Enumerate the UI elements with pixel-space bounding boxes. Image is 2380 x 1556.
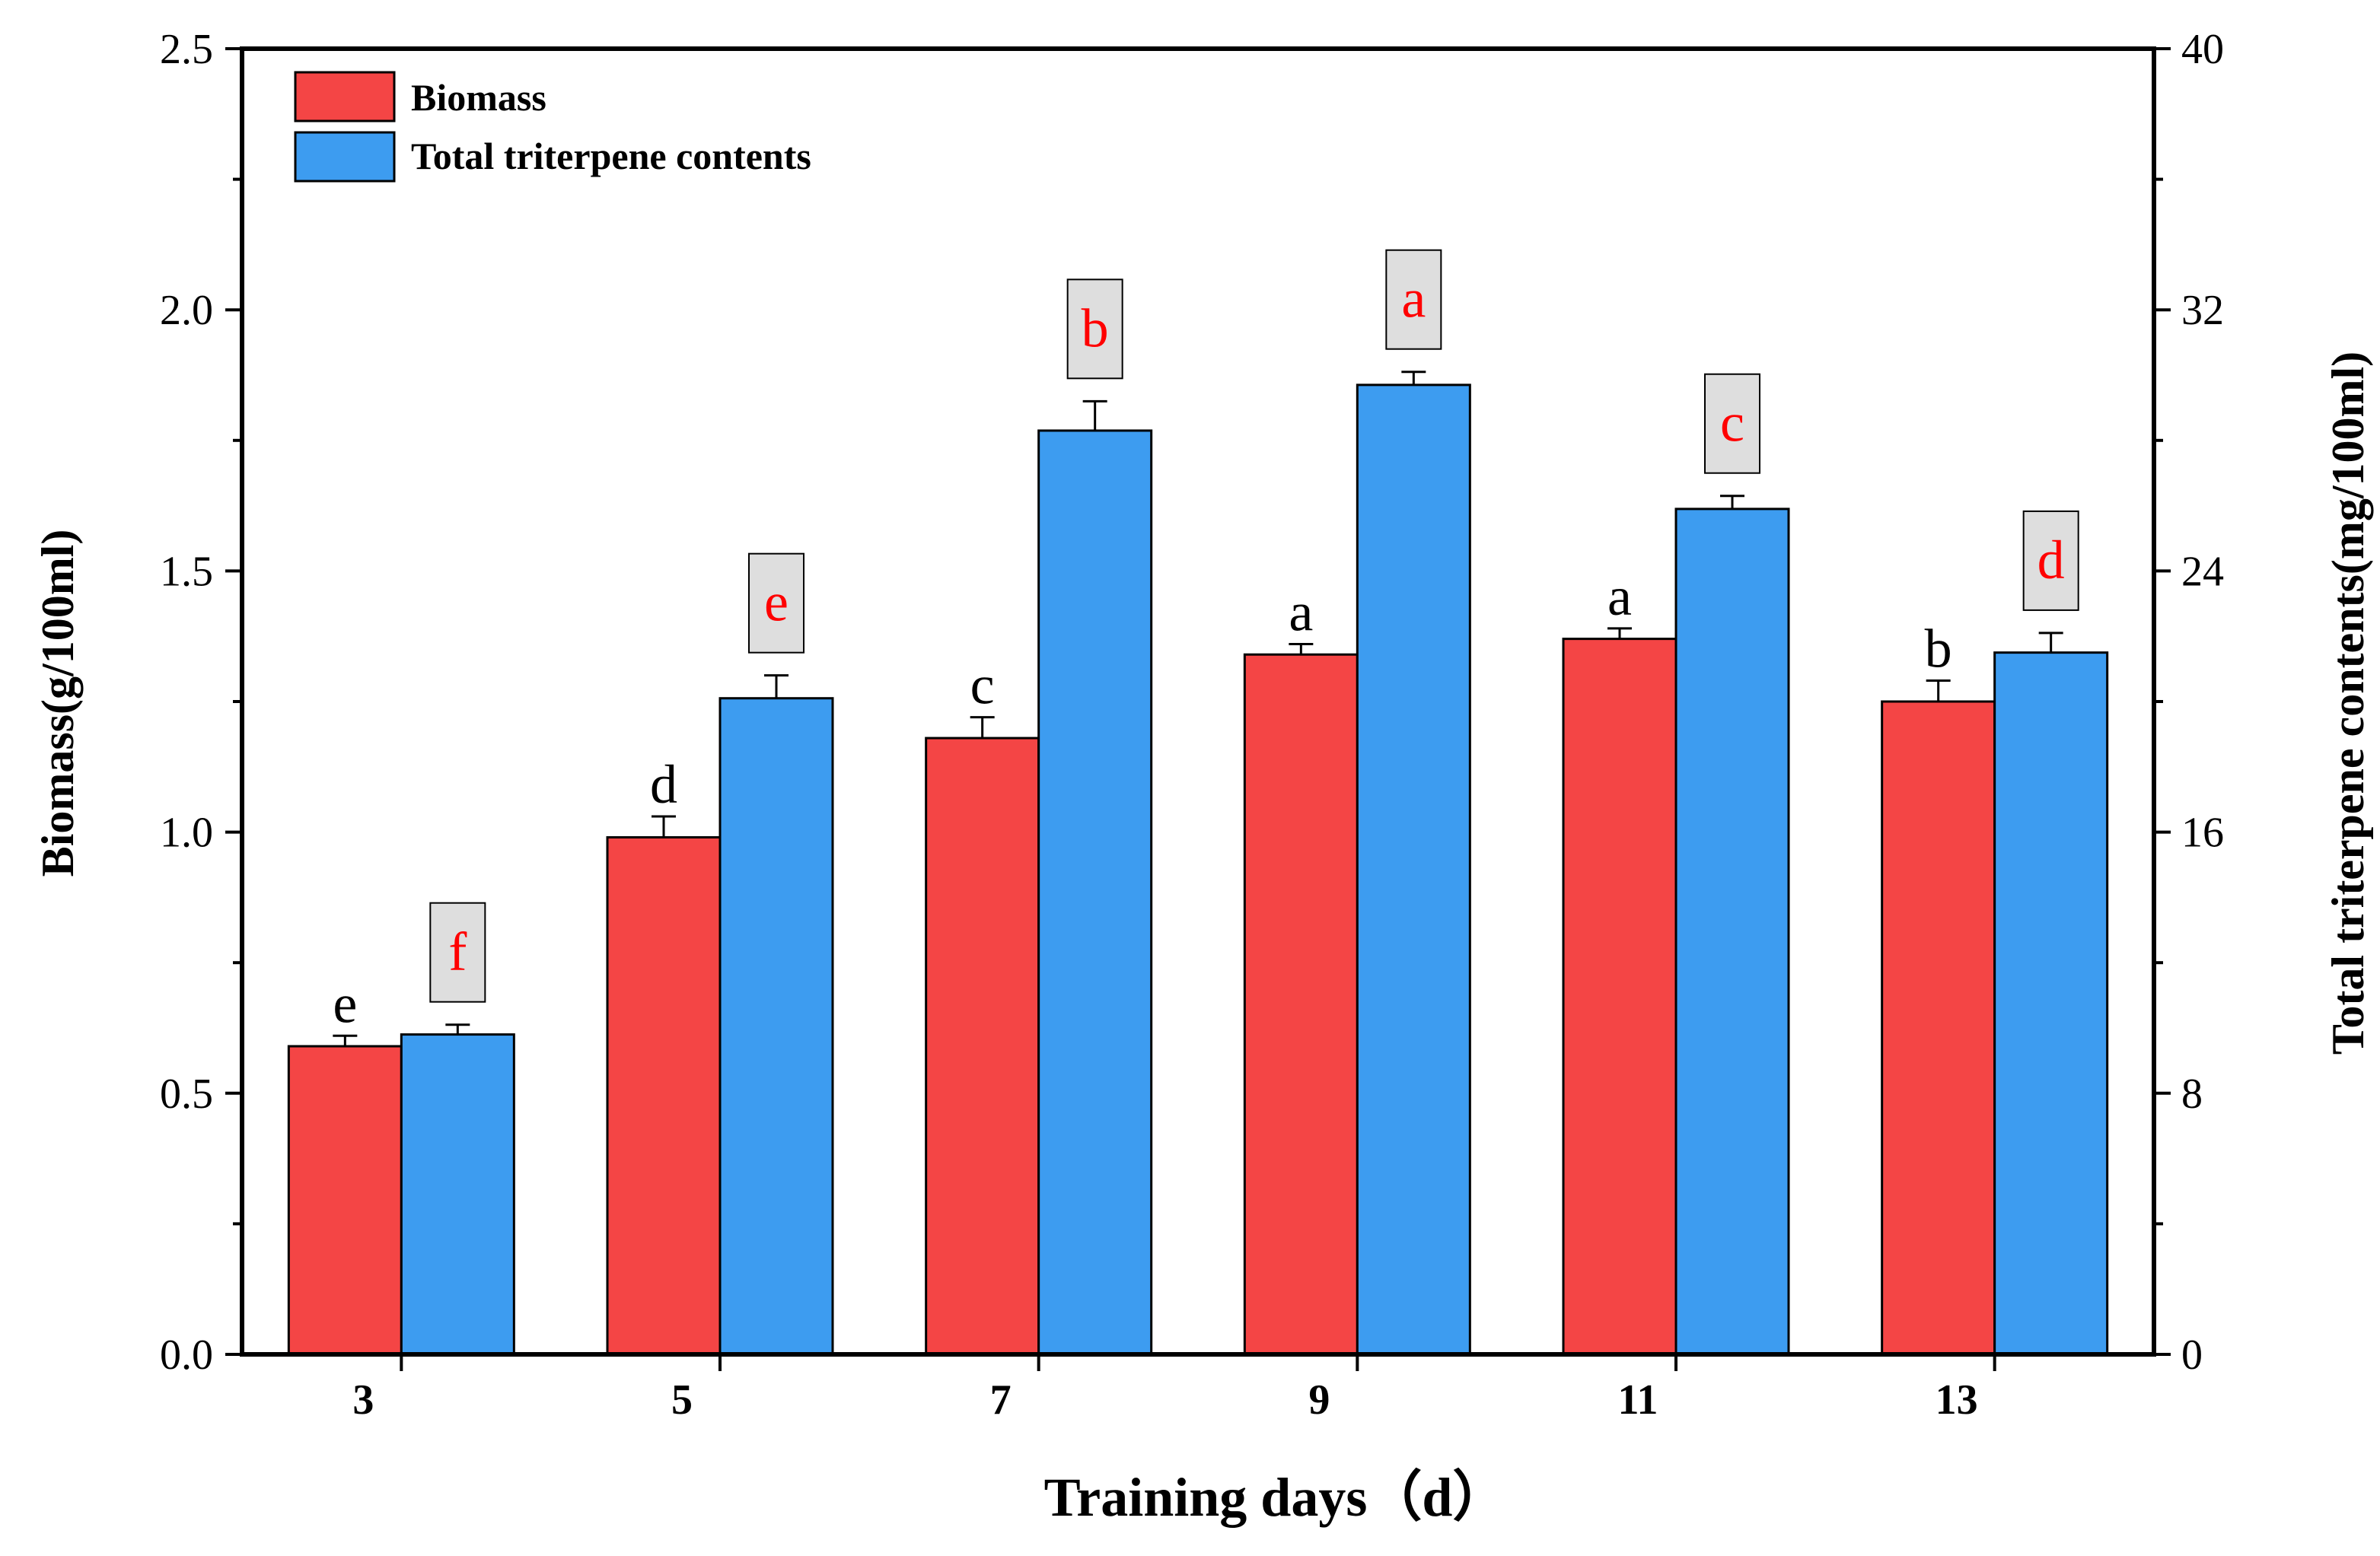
x-axis-title: Training days（d） [1044, 1467, 1508, 1528]
y-tick-label-left: 0.5 [160, 1071, 213, 1118]
x-tick-label: 9 [1308, 1376, 1330, 1424]
legend-swatch-biomass [294, 71, 396, 123]
x-tick-label: 3 [352, 1376, 374, 1424]
significance-label-biomass: a [1289, 581, 1313, 642]
significance-box-triterpene [748, 552, 804, 654]
x-tick-label: 11 [1618, 1376, 1658, 1424]
bar-biomass [606, 835, 722, 1356]
significance-label-biomass: e [333, 973, 357, 1034]
y-tick-label-right: 40 [2181, 26, 2224, 73]
y-tick-label-left: 0.0 [160, 1332, 213, 1379]
y-tick-label-left: 1.5 [160, 548, 213, 595]
significance-label-triterpene: f [448, 921, 467, 982]
y-tick-label-right: 24 [2181, 548, 2224, 595]
ticks-layer: 0.0 0 0.5 8 1.0 16 1.5 24 2.0 32 2.5 40 3 5 7 9 11 13 [160, 26, 2224, 1424]
x-tick-label: 13 [1936, 1376, 1978, 1424]
y-tick-label-left: 2.5 [160, 26, 213, 73]
bar-triterpene [1356, 383, 1471, 1356]
bar-biomass [1881, 700, 1996, 1356]
x-tick-label: 5 [671, 1376, 693, 1424]
bar-triterpene [1993, 651, 2109, 1356]
significance-box-triterpene [2022, 510, 2079, 611]
y-tick-label-right: 16 [2181, 810, 2224, 857]
bar-biomass [925, 737, 1040, 1356]
x-tick-label: 7 [990, 1376, 1012, 1424]
significance-label-triterpene: c [1720, 393, 1744, 453]
bar-biomass [1243, 653, 1359, 1356]
significance-label-biomass: c [970, 655, 995, 716]
y-tick-label-right: 8 [2181, 1071, 2203, 1118]
bar-triterpene [1674, 508, 1790, 1356]
bar-triterpene [1037, 429, 1153, 1356]
significance-label-biomass: d [650, 754, 677, 815]
y-axis-title-right: Total triterpene contents(mg/100ml) [2323, 352, 2373, 1055]
y-tick-label-right: 0 [2181, 1332, 2203, 1379]
bar-triterpene [718, 697, 834, 1356]
significance-box-triterpene [1385, 249, 1442, 350]
legend-swatch-triterpene [294, 131, 396, 183]
y-axis-title-left: Biomass(g/100ml) [33, 530, 83, 877]
significance-label-triterpene: a [1401, 269, 1426, 329]
legend: Biomass Total triterpene contents [294, 71, 811, 183]
significance-label-triterpene: b [1082, 298, 1109, 358]
legend-label-triterpene: Total triterpene contents [411, 135, 811, 177]
significance-label-biomass: a [1607, 566, 1632, 627]
significance-box-triterpene [429, 902, 486, 1003]
bar-biomass [287, 1045, 403, 1356]
y-tick-label-right: 32 [2181, 287, 2224, 334]
y-tick-label-left: 2.0 [160, 287, 213, 334]
significance-box-triterpene [1704, 373, 1760, 474]
significance-layer: e f d e c b a a a c b d [333, 249, 2079, 1034]
bar-triterpene [400, 1033, 515, 1356]
significance-label-triterpene: e [764, 572, 789, 633]
y-tick-label-left: 1.0 [160, 810, 213, 857]
significance-label-biomass: b [1925, 619, 1952, 679]
significance-box-triterpene [1066, 278, 1123, 380]
bars-layer [287, 371, 2109, 1356]
legend-label-biomass: Biomass [411, 76, 546, 119]
plot-frame [240, 46, 2156, 1357]
significance-label-triterpene: d [2037, 530, 2065, 590]
bar-biomass [1562, 638, 1677, 1356]
